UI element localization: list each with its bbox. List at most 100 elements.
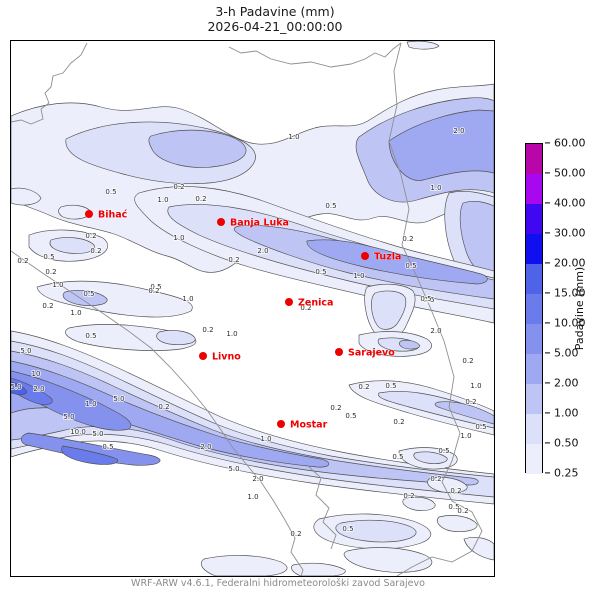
contour-label: 1.0 bbox=[430, 184, 441, 192]
contour-fill-region bbox=[343, 547, 433, 573]
contour-label: 0.2 bbox=[85, 232, 96, 240]
footer-credit: WRF-ARW v4.6.1, Federalni hidrometeorolo… bbox=[131, 578, 425, 589]
contour-label: 10 bbox=[32, 370, 41, 378]
city-marker bbox=[85, 210, 93, 218]
contour-fill-region bbox=[11, 381, 28, 395]
city-marker bbox=[277, 420, 285, 428]
contour-label: 0.5 bbox=[475, 423, 486, 431]
contour-label: 0.5 bbox=[423, 296, 434, 304]
contour-label: 5.0 bbox=[63, 413, 74, 421]
contour-label: 1.0 bbox=[70, 309, 81, 317]
contour-label: 2.0 bbox=[430, 327, 441, 335]
contour-fill-region bbox=[156, 330, 196, 345]
city-label: Banja Luka bbox=[230, 218, 289, 229]
contour-fill-region bbox=[388, 109, 494, 181]
colorbar-tick-label: 20.00 bbox=[554, 256, 586, 270]
colorbar-tick-mark bbox=[545, 352, 550, 354]
colorbar-tick-mark bbox=[545, 472, 550, 474]
contour-label: 0.5 bbox=[385, 382, 396, 390]
contour-label: 0.2 bbox=[90, 247, 101, 255]
colorbar-segment bbox=[526, 294, 542, 324]
contour-label: 0.5 bbox=[85, 332, 96, 340]
city-marker bbox=[199, 352, 207, 360]
colorbar-tick-mark bbox=[545, 202, 550, 204]
contour-fill-region bbox=[413, 451, 448, 464]
colorbar-tick-mark bbox=[545, 142, 550, 144]
colorbar-title: Padavine (mm) bbox=[572, 143, 588, 473]
colorbar-tick-label: 10.00 bbox=[554, 316, 586, 330]
contour-fill-region bbox=[378, 391, 494, 429]
map-canvas: 0.5 1.0 0.2 1.0 2.0 0.5 1.0 0.2 0.2 1.0 2.0 0.2 0.2 0… bbox=[10, 40, 495, 577]
contour-label: 1.0 bbox=[182, 295, 193, 303]
colorbar-tick-label: 0.25 bbox=[554, 466, 579, 480]
contour-fill-region bbox=[49, 237, 95, 254]
contour-label: 0.2 bbox=[45, 268, 56, 276]
contour-label: 10.0 bbox=[70, 428, 86, 436]
contour-fill-region bbox=[306, 239, 488, 285]
contour-label: 2.0 bbox=[200, 443, 211, 451]
contour-label: 0.2 bbox=[300, 304, 311, 312]
city-label: Sarajevo bbox=[348, 348, 395, 359]
colorbar-segment bbox=[526, 324, 542, 354]
contour-fill-region bbox=[402, 496, 436, 511]
contour-label: 1.0 bbox=[460, 432, 471, 440]
contour-label: 0.5 bbox=[420, 295, 431, 303]
city-marker bbox=[217, 218, 225, 226]
contour-label: 5.0 bbox=[92, 430, 103, 438]
contour-label: 5.0 bbox=[11, 383, 22, 391]
colorbar-tick-label: 60.00 bbox=[554, 136, 586, 150]
country-borders bbox=[11, 42, 483, 576]
contour-label: 0.5 bbox=[345, 412, 356, 420]
contour-label: 1.0 bbox=[288, 133, 299, 141]
colorbar-segment bbox=[526, 354, 542, 384]
colorbar-tick-label: 5.00 bbox=[554, 346, 579, 360]
colorbar-tick-mark bbox=[545, 172, 550, 174]
contour-fill-region bbox=[406, 41, 440, 50]
contour-label: 0.2 bbox=[358, 383, 369, 391]
contour-label: 0.2 bbox=[457, 507, 468, 515]
contour-label: 0.2 bbox=[202, 326, 213, 334]
colorbar-tick-mark bbox=[545, 442, 550, 444]
contour-label: 1.0 bbox=[247, 493, 258, 501]
colorbar-segment bbox=[526, 234, 542, 264]
city-label: Livno bbox=[212, 352, 241, 363]
contour-label: 1.0 bbox=[173, 234, 184, 242]
contour-label: 0.2 bbox=[290, 530, 301, 538]
contour-label-layer: 0.5 1.0 0.2 1.0 2.0 0.5 1.0 0.2 0.2 1.0 2.0 0.2 0.2 0… bbox=[11, 126, 487, 539]
contour-label: 1.0 bbox=[157, 196, 168, 204]
colorbar-tick-label: 1.00 bbox=[554, 406, 579, 420]
contour-label: 5.0 bbox=[113, 395, 124, 403]
page-title: 3-h Padavine (mm) bbox=[215, 4, 335, 19]
contour-label: 1.0 bbox=[226, 330, 237, 338]
contour-label: 0.2 bbox=[330, 404, 341, 412]
figure-title: 3-h Padavine (mm) 2026-04-21_00:00:00 bbox=[10, 4, 540, 34]
city-marker bbox=[361, 252, 369, 260]
contour-label: 0.5 bbox=[342, 525, 353, 533]
contour-label: 1.0 bbox=[470, 382, 481, 390]
contour-fill-region bbox=[148, 129, 247, 168]
colorbar-tick-mark bbox=[545, 262, 550, 264]
contour-fill-region bbox=[20, 432, 161, 466]
contour-label: 2.0 bbox=[453, 127, 464, 135]
colorbar-tick-label: 15.00 bbox=[554, 286, 586, 300]
city-marker bbox=[335, 348, 343, 356]
contour-label: 0.5 bbox=[105, 188, 116, 196]
city-layer: Bihać Banja Luka Tuzla Zenica Livno Sarajevo M… bbox=[85, 209, 402, 431]
colorbar-tick-mark bbox=[545, 292, 550, 294]
contour-label: 0.2 bbox=[465, 398, 476, 406]
colorbar-segment bbox=[526, 264, 542, 294]
colorbar-segment bbox=[526, 174, 542, 204]
contour-fill-region bbox=[437, 515, 478, 532]
contour-label: 1.0 bbox=[52, 281, 63, 289]
contour-label: 0.5 bbox=[150, 283, 161, 291]
precipitation-contours bbox=[11, 41, 494, 576]
contour-fill-region bbox=[61, 445, 119, 465]
colorbar-tick-label: 2.00 bbox=[554, 376, 579, 390]
precipitation-contour-map: 0.5 1.0 0.2 1.0 2.0 0.5 1.0 0.2 0.2 1.0 2.0 0.2 0.2 0… bbox=[11, 41, 494, 576]
contour-label: 0.5 bbox=[405, 262, 416, 270]
contour-fill-region bbox=[291, 562, 346, 576]
contour-fill-region bbox=[200, 555, 288, 576]
contour-label: 0.2 bbox=[173, 183, 184, 191]
contour-label: 1.0 bbox=[85, 400, 96, 408]
